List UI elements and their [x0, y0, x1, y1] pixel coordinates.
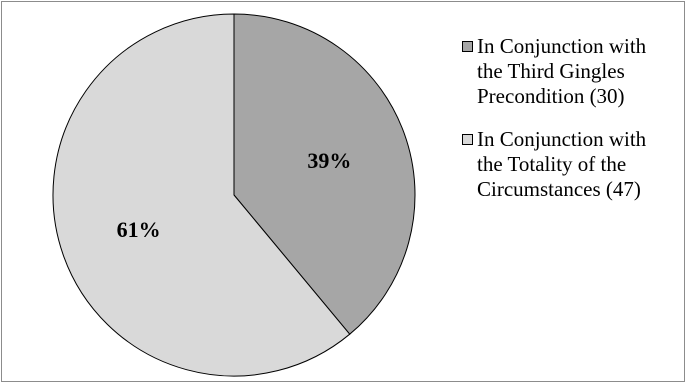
pie-slice-1	[52, 13, 351, 377]
legend-swatch-third-gingles	[462, 41, 473, 52]
legend-swatch-totality	[462, 134, 473, 145]
legend-label-totality: In Conjunction with the Totality of the …	[477, 127, 647, 201]
pie-slice-0	[233, 13, 416, 335]
legend-item-totality: In Conjunction with the Totality of the …	[462, 127, 682, 202]
legend-label-third-gingles: In Conjunction with the Third Gingles Pr…	[477, 34, 647, 108]
legend-item-third-gingles: In Conjunction with the Third Gingles Pr…	[462, 34, 682, 109]
legend: In Conjunction with the Third Gingles Pr…	[462, 34, 682, 220]
pie-slice-label-0: 39%	[307, 148, 351, 173]
pie-slice-label-1: 61%	[117, 217, 161, 242]
